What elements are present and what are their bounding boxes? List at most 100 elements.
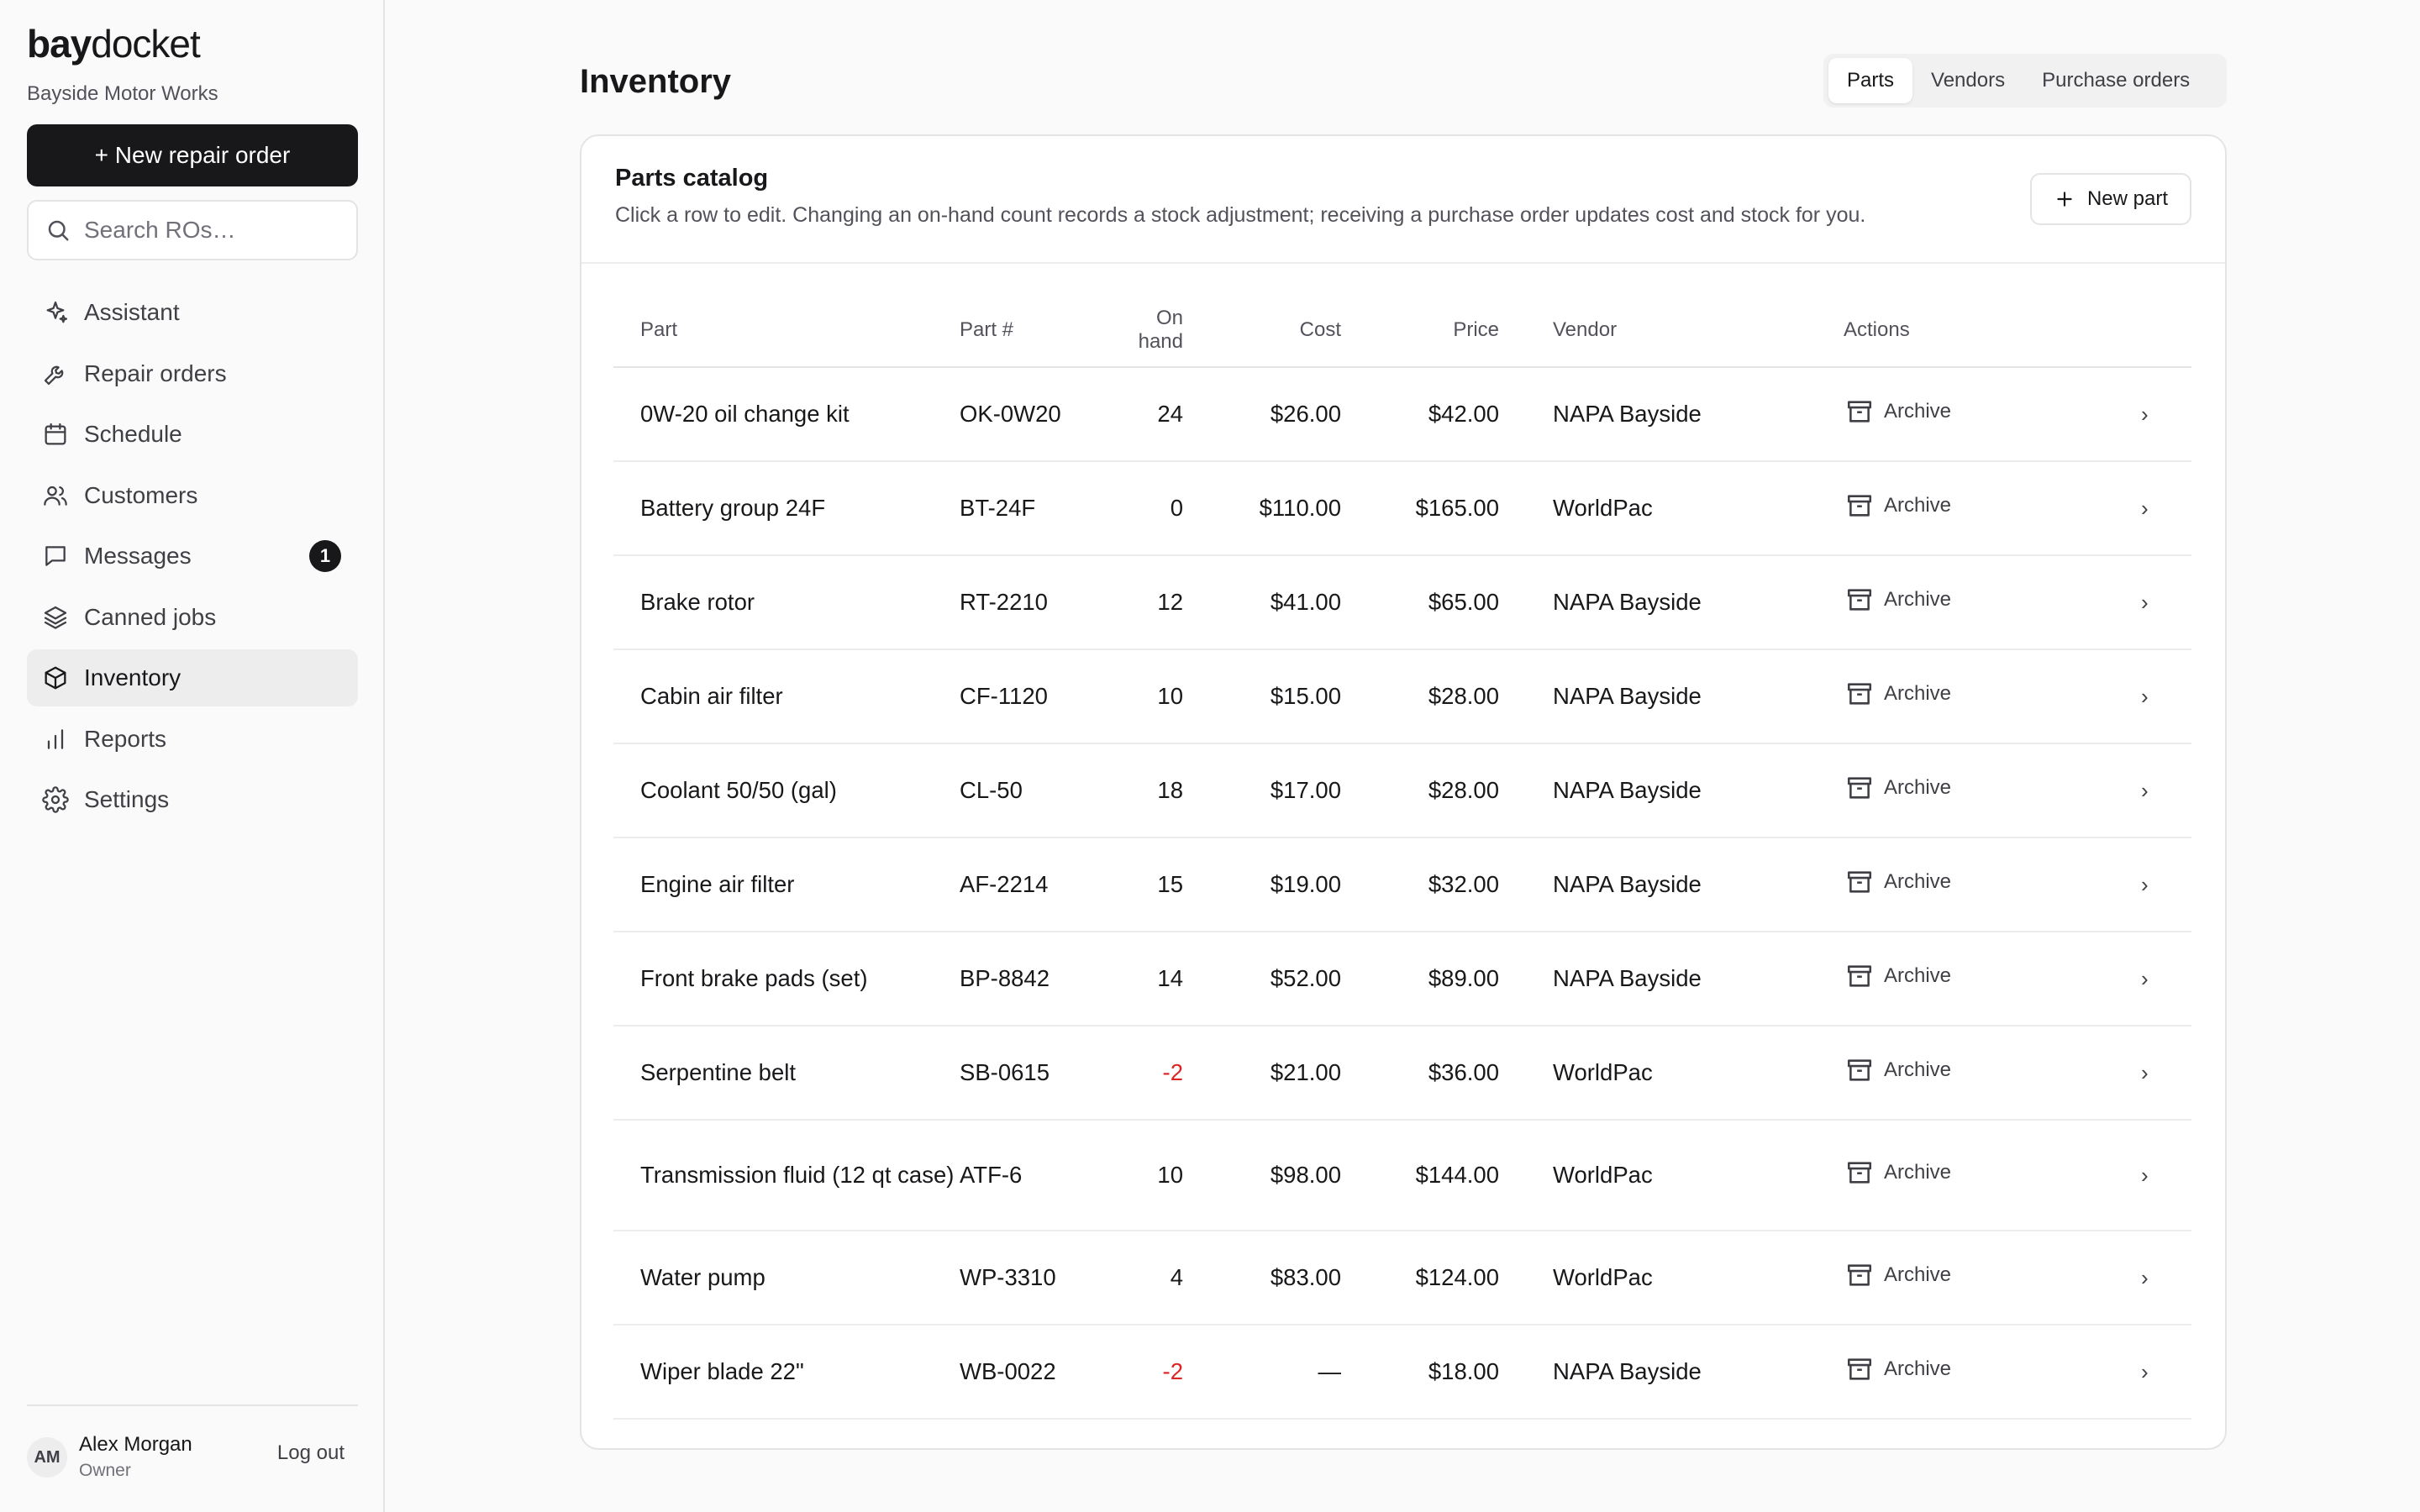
search-box[interactable] bbox=[27, 200, 358, 260]
part-price: $42.00 bbox=[1341, 367, 1499, 462]
column-header-part-number[interactable]: Part # bbox=[960, 294, 1136, 368]
column-header-part[interactable]: Part bbox=[613, 294, 960, 368]
archive-button[interactable]: Archive bbox=[1845, 1056, 1951, 1084]
archive-button[interactable]: Archive bbox=[1845, 962, 1951, 990]
search-input[interactable] bbox=[82, 216, 338, 244]
part-name: Transmission fluid (12 qt case) bbox=[613, 1120, 960, 1231]
sidebar-item-assistant[interactable]: Assistant bbox=[27, 284, 358, 341]
sidebar-item-canned-jobs[interactable]: Canned jobs bbox=[27, 589, 358, 646]
part-cost: $26.00 bbox=[1183, 367, 1341, 462]
table-row[interactable]: 0W-20 oil change kit OK-0W20 24 $26.00 $42.0… bbox=[613, 367, 2191, 462]
part-price: $144.00 bbox=[1341, 1120, 1499, 1231]
archive-button[interactable]: Archive bbox=[1845, 868, 1951, 896]
part-number: ATF-6 bbox=[960, 1120, 1136, 1231]
chevron-right-icon[interactable]: › bbox=[2141, 1359, 2149, 1384]
archive-button[interactable]: Archive bbox=[1845, 585, 1951, 614]
table-header-row: Part Part # On hand Cost Price Vendor Ac… bbox=[613, 294, 2191, 368]
archive-icon bbox=[1847, 682, 1872, 705]
tab-parts[interactable]: Parts bbox=[1828, 58, 1913, 103]
avatar[interactable]: AM bbox=[27, 1437, 67, 1478]
table-row[interactable]: Serpentine belt SB-0615 -2 $21.00 $36.00 Worl… bbox=[613, 1026, 2191, 1121]
sidebar-item-schedule[interactable]: Schedule bbox=[27, 406, 358, 463]
part-vendor: NAPA Bayside bbox=[1499, 932, 1751, 1026]
column-header-cost[interactable]: Cost bbox=[1183, 294, 1341, 368]
table-row[interactable]: Battery group 24F BT-24F 0 $110.00 $165.00 Wo… bbox=[613, 461, 2191, 556]
table-row[interactable]: Engine air filter AF-2214 15 $19.00 $32.00 NA… bbox=[613, 837, 2191, 932]
chevron-right-icon[interactable]: › bbox=[2141, 496, 2149, 521]
column-header-vendor[interactable]: Vendor bbox=[1499, 294, 1751, 368]
new-repair-order-button[interactable]: + New repair order bbox=[27, 124, 358, 186]
sidebar-item-messages[interactable]: Messages 1 bbox=[27, 528, 358, 585]
on-hand-count: 10 bbox=[1136, 649, 1183, 744]
table-row[interactable]: Front brake pads (set) BP-8842 14 $52.00 $89… bbox=[613, 932, 2191, 1026]
card-divider bbox=[581, 262, 2225, 264]
sidebar-item-inventory[interactable]: Inventory bbox=[27, 649, 358, 706]
part-name: Water pump bbox=[613, 1231, 960, 1326]
chevron-right-icon[interactable]: › bbox=[2141, 402, 2149, 427]
sidebar-item-repair-orders[interactable]: Repair orders bbox=[27, 345, 358, 402]
part-name: Engine air filter bbox=[613, 837, 960, 932]
sidebar-item-label: Reports bbox=[84, 725, 167, 752]
new-part-button[interactable]: New part bbox=[2030, 173, 2191, 225]
archive-icon bbox=[1847, 1263, 1872, 1286]
part-cost: $52.00 bbox=[1183, 932, 1341, 1026]
sparkles-icon bbox=[46, 301, 68, 323]
chevron-right-icon[interactable]: › bbox=[2141, 1265, 2149, 1290]
archive-button[interactable]: Archive bbox=[1845, 680, 1951, 708]
sidebar-item-settings[interactable]: Settings bbox=[27, 771, 358, 828]
chevron-right-icon[interactable]: › bbox=[2141, 872, 2149, 897]
logout-button[interactable]: Log out bbox=[276, 1441, 345, 1464]
chevron-right-icon[interactable]: › bbox=[2141, 590, 2149, 615]
table-row[interactable]: Coolant 50/50 (gal) CL-50 18 $17.00 $28.00 NA… bbox=[613, 743, 2191, 838]
app-logo[interactable]: baydocket bbox=[27, 22, 201, 66]
part-name: Brake rotor bbox=[613, 555, 960, 650]
sidebar-item-label: Inventory bbox=[84, 664, 182, 690]
search-icon bbox=[48, 220, 69, 241]
column-header-price[interactable]: Price bbox=[1341, 294, 1499, 368]
part-cost: — bbox=[1183, 1325, 1341, 1420]
archive-icon bbox=[1847, 1058, 1872, 1081]
archive-button[interactable]: Archive bbox=[1845, 1158, 1951, 1187]
table-row[interactable]: Water pump WP-3310 4 $83.00 $124.00 WorldPac A… bbox=[613, 1231, 2191, 1326]
column-header-actions: Actions bbox=[1751, 294, 2141, 368]
part-vendor: WorldPac bbox=[1499, 461, 1751, 556]
table-row[interactable]: Wiper blade 22" WB-0022 -2— $18.00 NAPA Bays… bbox=[613, 1325, 2191, 1420]
archive-icon bbox=[1847, 1161, 1872, 1184]
part-name: Serpentine belt bbox=[613, 1026, 960, 1121]
chevron-right-icon[interactable]: › bbox=[2141, 1163, 2149, 1188]
shop-name: Bayside Motor Works bbox=[27, 82, 218, 105]
archive-button[interactable]: Archive bbox=[1845, 1261, 1951, 1289]
tab-vendors[interactable]: Vendors bbox=[1931, 69, 2006, 92]
table-row[interactable]: Brake rotor RT-2210 12 $41.00 $65.00 NAPA Bay… bbox=[613, 555, 2191, 650]
sidebar-item-label: Assistant bbox=[84, 299, 180, 325]
sidebar-item-label: Schedule bbox=[84, 421, 182, 447]
chevron-right-icon[interactable]: › bbox=[2141, 966, 2149, 991]
part-price: $18.00 bbox=[1341, 1325, 1499, 1420]
chevron-right-icon[interactable]: › bbox=[2141, 1060, 2149, 1085]
table-row[interactable]: Transmission fluid (12 qt case) ATF-6 10 $9… bbox=[613, 1120, 2191, 1231]
part-vendor: NAPA Bayside bbox=[1499, 367, 1751, 462]
on-hand-count: 24 bbox=[1136, 367, 1183, 462]
chevron-right-icon[interactable]: › bbox=[2141, 778, 2149, 803]
sidebar-item-label: Messages bbox=[84, 543, 192, 569]
sidebar-item-customers[interactable]: Customers bbox=[27, 467, 358, 524]
on-hand-count: 18 bbox=[1136, 743, 1183, 838]
sidebar-item-label: Canned jobs bbox=[84, 603, 217, 630]
table-row[interactable]: Cabin air filter CF-1120 10 $15.00 $28.00 NAP… bbox=[613, 649, 2191, 744]
column-header-on-hand[interactable]: On hand bbox=[1136, 294, 1183, 368]
part-price: $36.00 bbox=[1341, 1026, 1499, 1121]
on-hand-count: -2 bbox=[1136, 1325, 1183, 1420]
part-vendor: WorldPac bbox=[1499, 1231, 1751, 1326]
chevron-right-icon[interactable]: › bbox=[2141, 684, 2149, 709]
tab-purchase-orders[interactable]: Purchase orders bbox=[2042, 69, 2191, 92]
archive-button[interactable]: Archive bbox=[1845, 774, 1951, 802]
user-name: Alex Morgan bbox=[79, 1433, 192, 1456]
sidebar-item-label: Customers bbox=[84, 481, 198, 508]
archive-button[interactable]: Archive bbox=[1845, 397, 1951, 426]
archive-button[interactable]: Archive bbox=[1845, 1355, 1951, 1383]
part-vendor: WorldPac bbox=[1499, 1026, 1751, 1121]
archive-icon bbox=[1847, 1357, 1872, 1380]
sidebar-item-reports[interactable]: Reports bbox=[27, 711, 358, 768]
archive-button[interactable]: Archive bbox=[1845, 491, 1951, 520]
part-cost: $110.00 bbox=[1183, 461, 1341, 556]
